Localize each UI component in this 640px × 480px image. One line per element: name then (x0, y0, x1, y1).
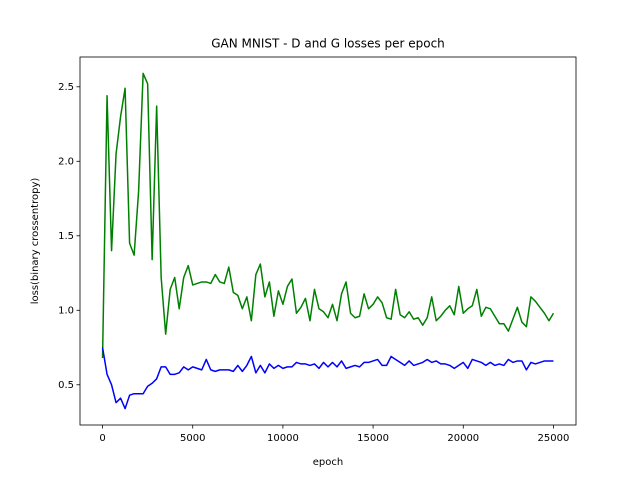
x-tick-label: 20000 (447, 433, 479, 444)
y-tick-label: 0.5 (58, 380, 74, 391)
x-axis-label: epoch (313, 457, 343, 468)
y-tick-label: 1.0 (58, 305, 74, 316)
x-tick-label: 25000 (538, 433, 570, 444)
x-tick-label: 0 (99, 433, 105, 444)
x-tick-label: 10000 (267, 433, 299, 444)
x-tick-label: 15000 (357, 433, 389, 444)
y-axis-label: loss(binary crossentropy) (30, 178, 41, 305)
y-tick-label: 1.5 (58, 231, 74, 242)
y-tick-label: 2.0 (58, 156, 74, 167)
line (101, 347, 554, 410)
line (101, 72, 555, 358)
y-tick-label: 2.5 (58, 82, 74, 93)
x-tick-label: 5000 (180, 433, 205, 444)
chart-title: GAN MNIST - D and G losses per epoch (211, 37, 445, 51)
plot-frame (79, 56, 577, 426)
